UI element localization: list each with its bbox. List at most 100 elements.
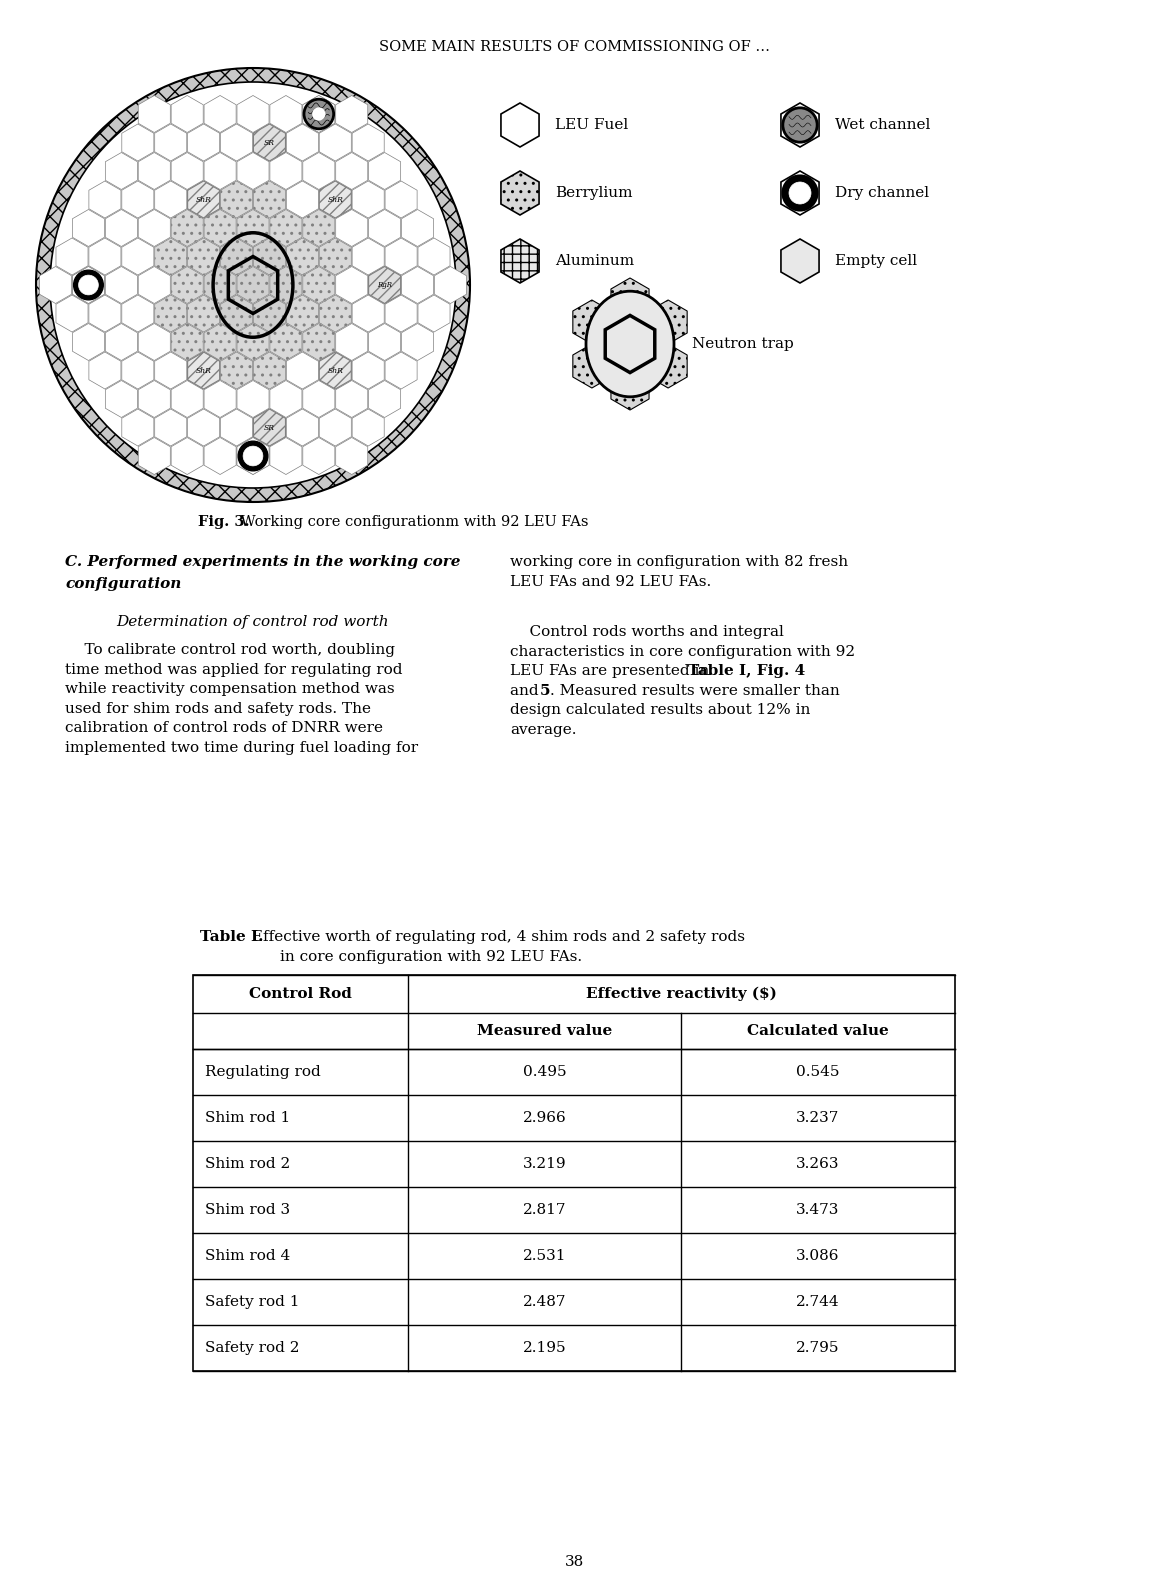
Polygon shape — [138, 266, 170, 303]
Text: ShR: ShR — [327, 196, 343, 204]
Polygon shape — [287, 238, 319, 276]
Polygon shape — [73, 324, 105, 360]
Polygon shape — [138, 324, 170, 360]
Polygon shape — [287, 410, 319, 446]
Polygon shape — [269, 381, 302, 418]
Polygon shape — [56, 238, 87, 276]
Polygon shape — [287, 295, 319, 332]
Polygon shape — [287, 182, 319, 218]
Polygon shape — [171, 437, 204, 475]
Polygon shape — [649, 344, 687, 387]
Text: 3.086: 3.086 — [796, 1250, 840, 1262]
Polygon shape — [154, 352, 186, 389]
Polygon shape — [269, 153, 302, 190]
Polygon shape — [138, 437, 170, 475]
Polygon shape — [434, 266, 466, 303]
Text: Effective reactivity ($): Effective reactivity ($) — [586, 987, 777, 1001]
Polygon shape — [303, 437, 335, 475]
Polygon shape — [138, 96, 170, 132]
Polygon shape — [188, 410, 220, 446]
Text: 3.473: 3.473 — [796, 1203, 840, 1216]
Polygon shape — [106, 153, 137, 190]
Polygon shape — [138, 153, 170, 190]
Polygon shape — [303, 153, 335, 190]
Polygon shape — [418, 238, 450, 276]
Text: Table I.: Table I. — [200, 929, 264, 944]
Polygon shape — [269, 324, 302, 360]
Text: LEU FAs and 92 LEU FAs.: LEU FAs and 92 LEU FAs. — [510, 574, 711, 588]
Polygon shape — [122, 124, 154, 161]
Text: and: and — [510, 684, 543, 698]
Circle shape — [74, 269, 104, 300]
Polygon shape — [122, 295, 154, 332]
Text: Effective worth of regulating rod, 4 shim rods and 2 safety rods: Effective worth of regulating rod, 4 shi… — [247, 929, 745, 944]
Text: Table I, Fig. 4: Table I, Fig. 4 — [688, 665, 806, 677]
Text: LEU Fuel: LEU Fuel — [555, 118, 628, 132]
Circle shape — [243, 446, 262, 465]
Polygon shape — [303, 266, 335, 303]
Polygon shape — [171, 209, 204, 247]
Polygon shape — [352, 124, 384, 161]
Text: Empty cell: Empty cell — [834, 253, 917, 268]
Text: Shim rod 3: Shim rod 3 — [205, 1203, 290, 1216]
Polygon shape — [573, 300, 611, 344]
Polygon shape — [780, 239, 820, 284]
Polygon shape — [319, 295, 351, 332]
Polygon shape — [303, 381, 335, 418]
Text: 2.744: 2.744 — [796, 1294, 840, 1309]
Text: configuration: configuration — [64, 577, 182, 591]
Text: Determination of control rod worth: Determination of control rod worth — [116, 615, 389, 630]
Polygon shape — [336, 96, 368, 132]
Polygon shape — [154, 295, 186, 332]
Polygon shape — [188, 238, 220, 276]
Polygon shape — [352, 352, 384, 389]
Polygon shape — [122, 410, 154, 446]
Polygon shape — [501, 104, 539, 147]
Text: 38: 38 — [565, 1556, 585, 1568]
Polygon shape — [402, 266, 434, 303]
Polygon shape — [611, 367, 649, 410]
Text: Fig. 3.: Fig. 3. — [198, 515, 250, 529]
Text: Control rods worths and integral: Control rods worths and integral — [510, 625, 784, 639]
Polygon shape — [319, 238, 351, 276]
Polygon shape — [106, 209, 137, 247]
Polygon shape — [237, 324, 269, 360]
Polygon shape — [303, 96, 335, 132]
Polygon shape — [204, 153, 236, 190]
Polygon shape — [269, 209, 302, 247]
Polygon shape — [573, 344, 611, 387]
Text: 0.545: 0.545 — [796, 1065, 840, 1079]
Polygon shape — [204, 381, 236, 418]
Polygon shape — [386, 295, 417, 332]
Polygon shape — [188, 295, 220, 332]
Text: SR: SR — [264, 424, 275, 432]
Text: 2.966: 2.966 — [523, 1111, 566, 1125]
Text: used for shim rods and safety rods. The: used for shim rods and safety rods. The — [64, 701, 371, 716]
Polygon shape — [221, 295, 252, 332]
Circle shape — [304, 99, 334, 129]
Polygon shape — [352, 238, 384, 276]
Text: while reactivity compensation method was: while reactivity compensation method was — [64, 682, 395, 697]
FancyBboxPatch shape — [193, 976, 955, 1371]
Polygon shape — [221, 352, 252, 389]
Polygon shape — [89, 238, 121, 276]
Polygon shape — [171, 96, 204, 132]
Polygon shape — [780, 104, 820, 147]
Polygon shape — [336, 209, 368, 247]
Polygon shape — [106, 266, 137, 303]
Polygon shape — [352, 182, 384, 218]
Text: Calculated value: Calculated value — [747, 1023, 889, 1038]
Polygon shape — [122, 238, 154, 276]
Text: SR: SR — [264, 139, 275, 147]
Text: Safety rod 2: Safety rod 2 — [205, 1341, 299, 1355]
Text: ShR: ShR — [196, 367, 212, 375]
Polygon shape — [611, 277, 649, 322]
Polygon shape — [368, 153, 401, 190]
Polygon shape — [386, 238, 417, 276]
Polygon shape — [221, 182, 252, 218]
Polygon shape — [188, 352, 220, 389]
Polygon shape — [253, 238, 285, 276]
Text: 5: 5 — [540, 684, 550, 698]
Polygon shape — [319, 410, 351, 446]
Polygon shape — [269, 266, 302, 303]
